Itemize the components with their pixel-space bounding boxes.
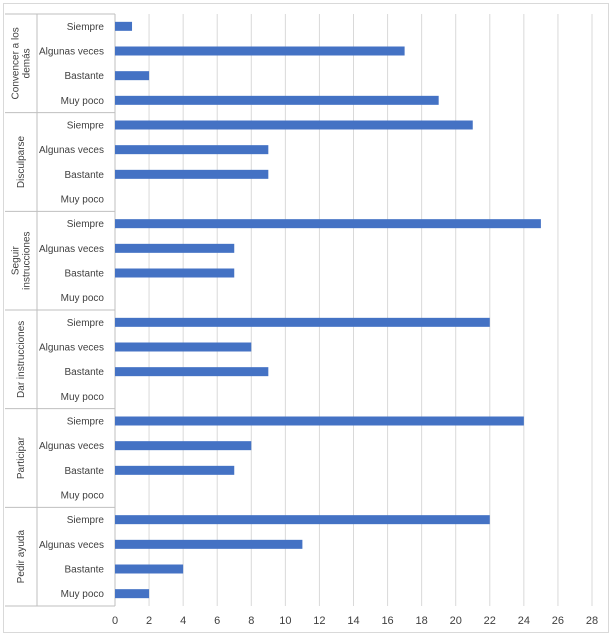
bar bbox=[115, 515, 490, 525]
category-label: Siempre bbox=[67, 22, 105, 33]
x-tick-label: 22 bbox=[484, 615, 496, 627]
group-label: Pedir ayuda bbox=[16, 530, 27, 584]
bar bbox=[115, 120, 473, 130]
group-label: Convencer a losdemás bbox=[11, 27, 33, 99]
category-label: Muy poco bbox=[61, 491, 105, 502]
category-label: Muy poco bbox=[61, 195, 105, 206]
x-tick-label: 20 bbox=[450, 615, 462, 627]
bar bbox=[115, 21, 133, 31]
category-label: Algunas veces bbox=[39, 540, 104, 551]
bar bbox=[115, 71, 150, 81]
category-label: Bastante bbox=[65, 565, 105, 576]
bars bbox=[115, 21, 541, 599]
category-label: Muy poco bbox=[61, 589, 105, 600]
category-label: Siempre bbox=[67, 515, 105, 526]
x-tick-label: 14 bbox=[347, 615, 359, 627]
category-label: Bastante bbox=[65, 367, 105, 378]
bar bbox=[115, 243, 235, 253]
x-tick-label: 28 bbox=[586, 615, 598, 627]
category-label: Siempre bbox=[67, 121, 105, 132]
group-label: Seguirinstrucciones bbox=[11, 231, 33, 289]
bar bbox=[115, 539, 303, 549]
x-tick-label: 12 bbox=[313, 615, 325, 627]
category-label: Muy poco bbox=[61, 392, 105, 403]
x-tick-label: 0 bbox=[112, 615, 118, 627]
x-tick-label: 24 bbox=[518, 615, 530, 627]
bar bbox=[115, 317, 490, 327]
group-label: Dar instrucciones bbox=[16, 321, 27, 398]
bar bbox=[115, 564, 184, 574]
category-label: Algunas veces bbox=[39, 244, 104, 255]
category-label: Muy poco bbox=[61, 293, 105, 304]
group-label: Participar bbox=[16, 436, 27, 479]
bar bbox=[115, 367, 269, 377]
x-tick-label: 26 bbox=[552, 615, 564, 627]
bar bbox=[115, 589, 150, 599]
category-label: Bastante bbox=[65, 269, 105, 280]
x-tick-label: 16 bbox=[381, 615, 393, 627]
bar bbox=[115, 465, 235, 475]
x-tick-label: 10 bbox=[279, 615, 291, 627]
x-tick-label: 6 bbox=[214, 615, 220, 627]
bar bbox=[115, 268, 235, 278]
category-label: Siempre bbox=[67, 219, 105, 230]
category-label: Algunas veces bbox=[39, 47, 104, 58]
axes bbox=[5, 13, 116, 607]
x-tick-label: 8 bbox=[248, 615, 254, 627]
bar bbox=[115, 169, 269, 179]
bar bbox=[115, 46, 405, 56]
bar bbox=[115, 416, 524, 426]
category-label: Algunas veces bbox=[39, 343, 104, 354]
bar bbox=[115, 441, 252, 451]
category-label: Algunas veces bbox=[39, 441, 104, 452]
category-label: Bastante bbox=[65, 466, 105, 477]
x-tick-label: 4 bbox=[180, 615, 186, 627]
category-label: Bastante bbox=[65, 170, 105, 181]
x-tick-label: 2 bbox=[146, 615, 152, 627]
bar bbox=[115, 145, 269, 155]
bar bbox=[115, 342, 252, 352]
bar bbox=[115, 219, 541, 229]
category-label: Siempre bbox=[67, 318, 105, 329]
category-label: Muy poco bbox=[61, 96, 105, 107]
category-label: Bastante bbox=[65, 71, 105, 82]
category-label: Algunas veces bbox=[39, 145, 104, 156]
category-label: Siempre bbox=[67, 417, 105, 428]
x-tick-label: 18 bbox=[416, 615, 428, 627]
bar bbox=[115, 95, 439, 105]
group-label: Disculparse bbox=[16, 135, 27, 188]
gridlines bbox=[148, 14, 593, 606]
